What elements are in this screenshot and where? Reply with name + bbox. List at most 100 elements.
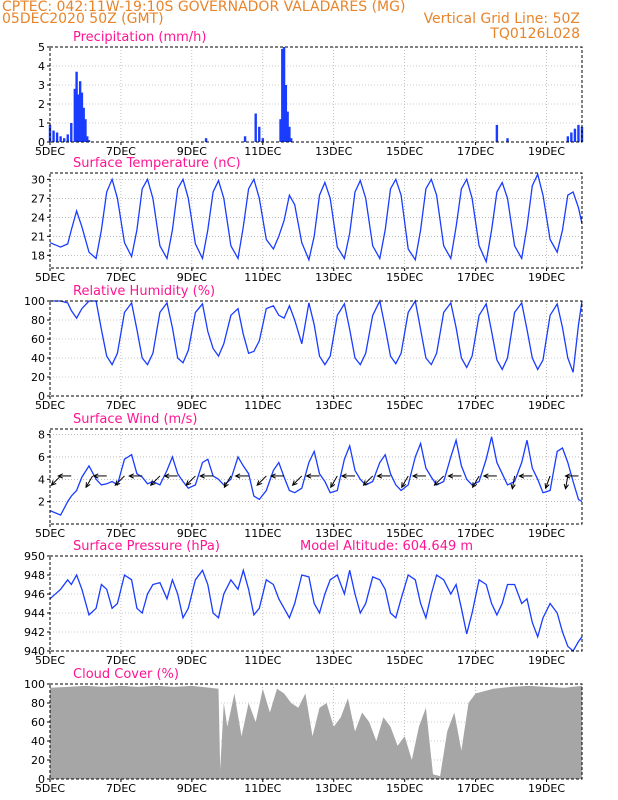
x-tick-label: 19DEC <box>528 782 565 795</box>
wind-vector <box>85 475 93 488</box>
cloud-cover-area <box>50 685 582 779</box>
precip-bar <box>284 85 288 142</box>
x-tick-label: 9DEC <box>177 527 207 540</box>
y-tick-label: 20 <box>31 754 45 767</box>
y-tick-label: 30 <box>31 173 45 186</box>
temp-frame <box>49 172 583 269</box>
wind-vector <box>330 475 338 488</box>
x-tick-label: 13DEC <box>315 527 352 540</box>
y-tick-label: 944 <box>24 607 45 620</box>
wind-vector-head <box>340 473 347 479</box>
x-tick-label: 13DEC <box>315 145 352 158</box>
wind-vector-head <box>85 482 91 489</box>
x-tick-label: 19DEC <box>528 145 565 158</box>
x-tick-label: 9DEC <box>177 271 207 284</box>
precip-bar <box>254 113 257 142</box>
pres-title: Surface Pressure (hPa) <box>73 539 220 554</box>
precip-bar <box>279 119 282 142</box>
precip-bar <box>261 138 264 142</box>
y-tick-label: 942 <box>24 626 45 639</box>
wind-vector-head <box>198 473 205 479</box>
precip-bar <box>573 128 577 142</box>
wind-vector-head <box>114 480 121 486</box>
x-tick-label: 19DEC <box>528 527 565 540</box>
wind-vector-head <box>447 473 454 479</box>
wind-vector <box>511 475 516 489</box>
precip-bar <box>87 140 91 142</box>
cloud-frame <box>49 683 583 780</box>
precip-bar <box>204 138 208 142</box>
x-tick-label: 7DEC <box>106 527 136 540</box>
y-tick-label: 21 <box>31 230 45 243</box>
x-tick-label: 11DEC <box>244 782 281 795</box>
wind-vector-head <box>291 480 298 486</box>
precip-bar <box>70 123 73 142</box>
wind-vector-head <box>163 473 170 479</box>
y-tick-label: 2 <box>38 98 45 111</box>
wind-vector <box>114 475 125 486</box>
precip-bar <box>59 136 62 142</box>
precip-bar <box>286 111 289 142</box>
wind-vector <box>363 475 374 486</box>
x-tick-label: 11DEC <box>244 145 281 158</box>
wind-vector <box>292 475 303 486</box>
wind-vector-head <box>564 473 571 479</box>
x-tick-label: 19DEC <box>528 399 565 412</box>
precip-bar <box>506 138 509 142</box>
y-tick-label: 940 <box>24 645 45 658</box>
wind-vector-head <box>92 473 99 479</box>
y-tick-label: 100 <box>24 295 45 308</box>
y-tick-label: 1 <box>38 117 45 130</box>
x-tick-label: 5DEC <box>35 399 65 412</box>
precip-bar <box>570 132 573 142</box>
precip-bar <box>62 138 66 142</box>
x-tick-label: 17DEC <box>457 271 494 284</box>
wind-vector-head <box>234 473 241 479</box>
x-tick-label: 17DEC <box>457 782 494 795</box>
y-tick-label: 60 <box>31 333 45 346</box>
x-tick-label: 5DEC <box>35 654 65 667</box>
precip-bar <box>566 136 570 142</box>
precip-bar <box>281 48 284 142</box>
wind-vector-head <box>376 473 383 479</box>
precip-bar <box>80 92 84 142</box>
x-tick-label: 13DEC <box>315 271 352 284</box>
cloud-title: Cloud Cover (%) <box>73 667 179 682</box>
y-tick-label: 100 <box>24 678 45 691</box>
y-tick-label: 60 <box>31 716 45 729</box>
run-date: 05DEC2020 50Z (GMT) <box>2 11 164 27</box>
wind-vector <box>256 475 267 486</box>
x-tick-label: 7DEC <box>106 271 136 284</box>
precip-bar <box>495 124 499 142</box>
y-tick-label: 40 <box>31 735 45 748</box>
wind-vector-head <box>510 483 516 490</box>
y-tick-label: 6 <box>38 451 45 464</box>
wind-vector-head <box>401 482 407 489</box>
y-tick-label: 18 <box>31 249 45 262</box>
x-tick-label: 9DEC <box>177 145 207 158</box>
y-tick-label: 950 <box>24 550 45 563</box>
wind-vector-head <box>411 473 418 479</box>
precip-bar <box>289 138 293 142</box>
wind-vector-head <box>185 480 192 486</box>
wind-vector-head <box>472 482 478 489</box>
x-tick-label: 7DEC <box>106 145 136 158</box>
y-tick-label: 4 <box>38 60 45 73</box>
wind-vector-head <box>563 483 569 490</box>
x-tick-label: 17DEC <box>457 399 494 412</box>
wind-vector <box>51 475 61 486</box>
x-tick-label: 11DEC <box>244 654 281 667</box>
wind-vector-head <box>482 473 489 479</box>
x-tick-label: 15DEC <box>386 782 423 795</box>
precip-bar <box>288 126 291 142</box>
precip-bar <box>66 134 69 142</box>
model-altitude-label: Model Altitude: 604.649 m <box>300 539 473 554</box>
y-tick-label: 0 <box>38 773 45 786</box>
y-tick-label: 0 <box>38 136 45 149</box>
wind-vector <box>434 475 445 486</box>
precip-title: Precipitation (mm/h) <box>73 30 206 45</box>
wind-series-line <box>49 436 583 516</box>
wind-vector <box>565 475 569 489</box>
wind-title: Surface Wind (m/s) <box>73 412 197 427</box>
x-tick-label: 17DEC <box>457 527 494 540</box>
